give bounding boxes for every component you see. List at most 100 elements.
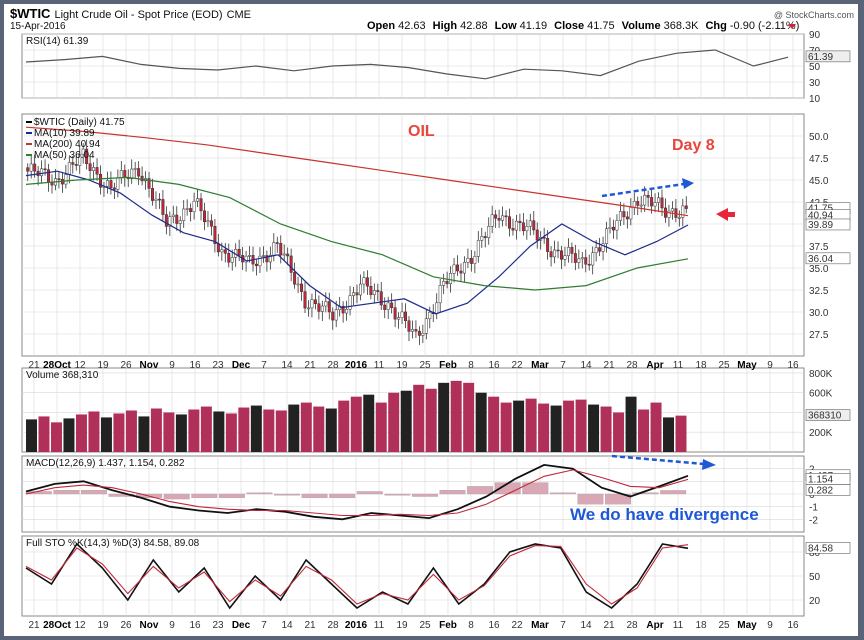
x-tick-label-bottom: Apr xyxy=(646,620,663,631)
volume-bar xyxy=(413,384,425,452)
candle-body xyxy=(151,188,154,201)
x-tick-label: 28 xyxy=(626,360,638,371)
volume-bar xyxy=(563,400,575,452)
candle-body xyxy=(192,200,196,212)
x-tick-label-bottom: 7 xyxy=(261,620,267,631)
x-tick-label: 12 xyxy=(74,360,86,371)
candle-body xyxy=(130,168,134,179)
candle-body xyxy=(255,263,258,267)
candle-body xyxy=(525,226,529,232)
candle-body xyxy=(203,210,206,223)
volume-bar xyxy=(575,399,587,452)
y-tick-label-price: 50.0 xyxy=(809,132,829,143)
candle-body xyxy=(92,167,96,171)
candle-body xyxy=(393,307,397,320)
volume-bar xyxy=(463,382,475,452)
candle-body xyxy=(275,242,279,244)
volume-label: Volume xyxy=(622,20,661,32)
candle-body xyxy=(566,247,570,256)
candle-body xyxy=(397,317,401,320)
volume-bar xyxy=(338,400,350,452)
candle-body xyxy=(421,332,425,336)
candle-body xyxy=(300,283,304,292)
volume-bar xyxy=(313,406,325,452)
macd-histogram-bar xyxy=(191,493,218,498)
candle-body xyxy=(400,311,404,318)
volume-bar xyxy=(675,415,687,452)
macd-histogram-bar xyxy=(246,492,273,495)
volume-bar xyxy=(100,417,112,452)
legend-price-0: $WTIC (Daily) 41.75 xyxy=(34,117,125,128)
x-tick-label: 8 xyxy=(468,360,474,371)
candle-body xyxy=(369,285,373,295)
candle-body xyxy=(625,216,629,220)
volume-bar xyxy=(625,396,637,452)
x-tick-label-bottom: 23 xyxy=(212,620,224,631)
x-tick-label-bottom: 19 xyxy=(97,620,109,631)
x-tick-label: 7 xyxy=(560,360,566,371)
candle-body xyxy=(553,249,557,258)
candle-body xyxy=(386,302,390,310)
candle-body xyxy=(303,291,307,309)
candle-body xyxy=(563,255,567,260)
arrow-right-icon xyxy=(702,459,716,470)
x-tick-label-bottom: Feb xyxy=(439,620,457,631)
candle-body xyxy=(546,238,550,252)
candle-body xyxy=(147,178,151,189)
candle-body xyxy=(404,311,408,321)
candle-body xyxy=(480,236,484,241)
candle-body xyxy=(452,264,456,274)
candle-body xyxy=(677,217,681,219)
x-tick-label-bottom: 25 xyxy=(419,620,431,631)
x-tick-label: 11 xyxy=(374,360,385,371)
volume-bar xyxy=(50,422,62,452)
volume-bar xyxy=(525,398,537,452)
macd-line xyxy=(25,463,689,521)
volume-bar xyxy=(26,419,37,452)
x-tick-label-bottom: 22 xyxy=(511,620,523,631)
candle-body xyxy=(476,240,480,257)
candle-body xyxy=(487,226,491,238)
candle-body xyxy=(33,163,37,172)
volume-bar xyxy=(650,402,662,452)
x-tick-label: 25 xyxy=(718,360,730,371)
macd-histogram-bar xyxy=(301,493,328,498)
x-tick-label-bottom: 28Oct xyxy=(43,620,71,631)
candle-body xyxy=(279,243,283,256)
y-tick-label-price: 30.0 xyxy=(809,308,829,319)
y-tick-label-rsi: 30 xyxy=(809,78,821,89)
y-tick-label-price: 35.0 xyxy=(809,264,829,275)
volume-bar xyxy=(450,380,462,452)
candle-body xyxy=(43,168,47,171)
high-label: High xyxy=(433,20,458,32)
ma50-line xyxy=(25,176,689,291)
legend-price-2: MA(200) 40.94 xyxy=(34,139,101,150)
candle-body xyxy=(442,281,446,286)
candle-body xyxy=(358,283,362,296)
volume-bar xyxy=(300,402,312,452)
candle-body xyxy=(379,291,383,306)
chart-date: 15-Apr-2016 xyxy=(10,21,66,32)
macd-trend-arrow xyxy=(611,454,716,470)
candle-body xyxy=(88,163,92,171)
candle-body xyxy=(182,208,186,221)
signal-current-label: 1.154 xyxy=(808,474,833,485)
candle-body xyxy=(244,255,248,263)
x-tick-label-bottom: 28 xyxy=(626,620,638,631)
arrow-right-icon xyxy=(682,178,694,189)
candle-body xyxy=(573,253,577,263)
x-tick-label-bottom: May xyxy=(737,620,757,631)
y-tick-label-rsi: 90 xyxy=(809,30,821,41)
macd-histogram-bar xyxy=(632,492,659,495)
volume-value: 368.3K xyxy=(664,20,700,32)
volume-bar xyxy=(275,410,287,452)
candle-body xyxy=(629,207,633,220)
candle-body xyxy=(605,228,609,244)
candle-body xyxy=(71,162,75,165)
x-tick-label: 16 xyxy=(787,360,799,371)
legend-price-3: MA(50) 36.04 xyxy=(34,150,95,161)
candle-body xyxy=(365,277,369,287)
y-tick-label-price: 37.5 xyxy=(809,242,829,253)
candle-body xyxy=(85,148,89,164)
x-tick-label: 11 xyxy=(673,360,684,371)
